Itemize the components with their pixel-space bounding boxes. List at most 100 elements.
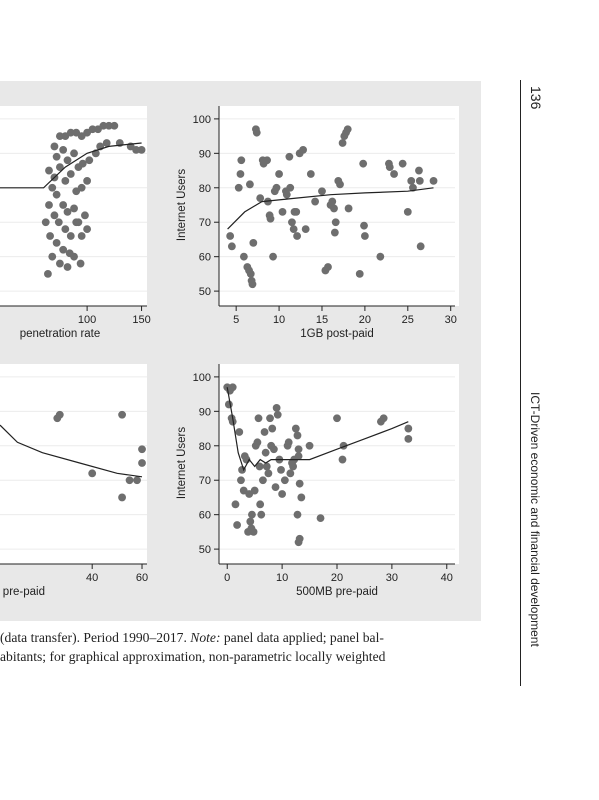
data-point [237, 156, 246, 165]
x-tick-label: 20 [331, 572, 343, 584]
data-point [83, 225, 92, 234]
data-point [338, 139, 347, 147]
data-point [70, 252, 78, 261]
data-point [249, 238, 258, 247]
data-point [226, 232, 235, 240]
data-point [259, 476, 267, 485]
chart-penetration-rate: 100 150 penetration rate [0, 118, 151, 340]
data-point [293, 510, 302, 519]
panel-1gb-post-paid: 5 10 15 20 25 30 1GB post-paid 50 60 70 80 90 100 Int… [176, 106, 459, 340]
data-point [284, 438, 293, 447]
data-point [291, 424, 300, 433]
data-point [248, 280, 257, 289]
x-tick-label: 30 [386, 572, 398, 584]
data-point [275, 170, 283, 178]
data-point [297, 493, 306, 502]
data-point [415, 176, 424, 185]
data-point [293, 431, 302, 440]
data-point [238, 465, 246, 474]
running-head: ICT-Driven economic and financial develo… [528, 392, 546, 688]
caption-line-1-end: panel data applied; panel bal- [220, 630, 384, 645]
data-point [66, 170, 75, 178]
data-point [272, 183, 281, 192]
data-point [72, 218, 81, 227]
data-point [376, 252, 385, 261]
data-point [63, 207, 72, 216]
data-point [264, 469, 273, 478]
data-point [132, 145, 141, 154]
x-tick-label: 20 [359, 314, 371, 326]
data-point [254, 414, 263, 423]
data-point [299, 145, 308, 154]
data-point [289, 225, 298, 234]
data-point [66, 128, 75, 137]
data-point [415, 166, 423, 175]
data-point [63, 263, 72, 271]
data-point [44, 269, 52, 278]
data-point [260, 428, 269, 436]
data-point [248, 510, 256, 519]
data-point [324, 263, 332, 271]
chart-gb-pre-paid: 40 60 GB pre-paid [0, 376, 148, 598]
data-point [266, 414, 274, 423]
data-point [59, 245, 68, 254]
panel-gb-pre-paid: 40 60 GB pre-paid [0, 364, 148, 598]
lowess-trend-line [226, 387, 409, 472]
data-point [249, 527, 258, 536]
data-point [227, 242, 236, 251]
data-point [231, 500, 240, 509]
data-point [85, 156, 94, 165]
data-point [102, 139, 111, 147]
data-point [55, 132, 64, 141]
data-point [360, 221, 368, 230]
data-point [118, 493, 126, 502]
data-point [253, 438, 262, 447]
x-tick-label: 30 [445, 314, 457, 326]
data-point [50, 211, 59, 220]
data-point [224, 400, 233, 409]
x-tick-label: 10 [273, 314, 285, 326]
y-tick-label: 100 [193, 372, 211, 384]
y-tick-label: 60 [199, 510, 211, 522]
data-point [252, 128, 261, 137]
data-point [343, 125, 352, 134]
x-tick-label: 40 [86, 572, 98, 584]
x-tick-label: 10 [276, 572, 288, 584]
data-point [236, 170, 245, 178]
data-point [55, 259, 64, 268]
data-point [331, 218, 340, 227]
data-point [70, 204, 78, 213]
data-point [61, 176, 70, 185]
x-axis-label: 1GB post-paid [300, 328, 374, 340]
data-point [316, 514, 325, 523]
caption-line-2: abitants; for graphical approximation, n… [0, 649, 386, 664]
data-point [48, 252, 57, 261]
data-point [46, 232, 54, 240]
data-point [294, 445, 303, 454]
lowess-trend-line [0, 424, 143, 478]
data-point [278, 490, 287, 498]
data-point [125, 476, 134, 485]
data-point [81, 211, 89, 220]
data-point [336, 180, 344, 189]
data-point [257, 510, 266, 519]
x-tick-label: 5 [233, 314, 239, 326]
data-point [261, 448, 270, 457]
data-point [256, 500, 265, 509]
caption-note-label: Note: [190, 630, 221, 645]
data-point [118, 410, 126, 419]
data-point [234, 183, 243, 192]
data-point [359, 159, 368, 168]
data-point [404, 424, 413, 433]
data-point [295, 479, 304, 488]
y-axis-label: Internet Users [176, 427, 188, 499]
data-point [280, 476, 289, 485]
data-point [237, 476, 245, 485]
data-point [52, 238, 61, 247]
data-point [355, 269, 364, 278]
data-point [45, 201, 53, 209]
lowess-trend-line [0, 142, 142, 189]
page-number-text: 136 [528, 86, 544, 110]
data-point [379, 414, 388, 423]
data-point [133, 476, 141, 485]
